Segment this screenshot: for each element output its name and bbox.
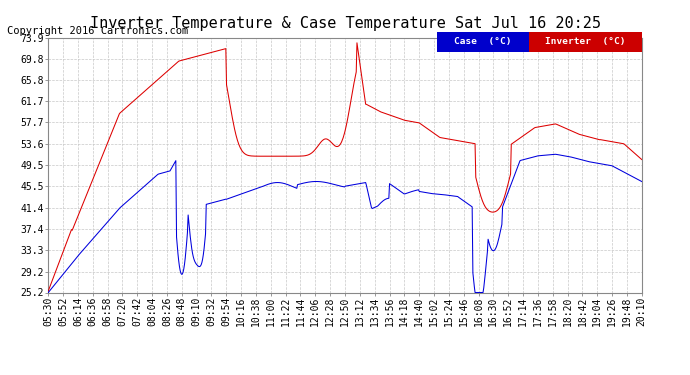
Text: Copyright 2016 Cartronics.com: Copyright 2016 Cartronics.com bbox=[7, 26, 188, 36]
Title: Inverter Temperature & Case Temperature Sat Jul 16 20:25: Inverter Temperature & Case Temperature … bbox=[90, 16, 600, 31]
